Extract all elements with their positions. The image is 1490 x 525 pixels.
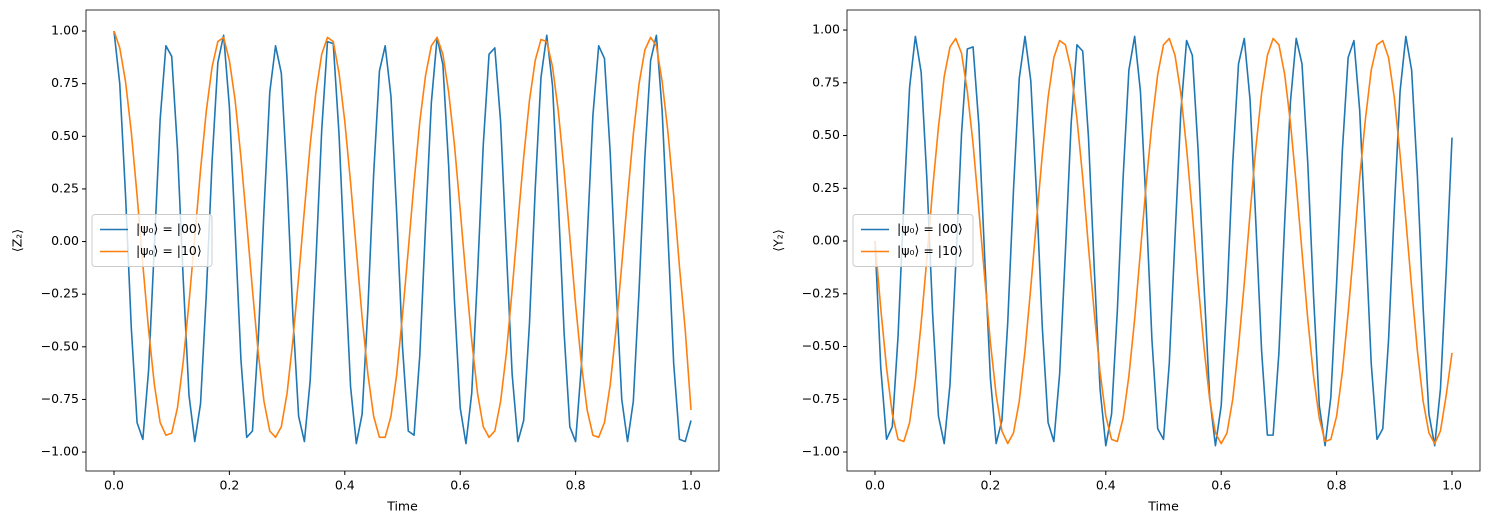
x-tick-label: 0.4 <box>1096 478 1116 493</box>
x-tick-label: 0.2 <box>219 478 239 493</box>
y-tick-label: 0.50 <box>812 127 840 142</box>
y-tick-label: 1.00 <box>812 22 840 37</box>
x-tick-label: 0.0 <box>865 478 885 493</box>
y-tick-label: −1.00 <box>41 444 79 459</box>
y-tick-label: 0.75 <box>51 75 79 90</box>
legend-label: |ψ₀⟩ = |00⟩ <box>136 221 202 236</box>
x-axis-label: Time <box>1147 499 1179 514</box>
x-tick-label: 0.6 <box>450 478 470 493</box>
y-tick-label: −0.25 <box>41 286 79 301</box>
series-line <box>113 30 692 439</box>
y-tick-label: −1.00 <box>802 444 840 459</box>
x-tick-label: 0.8 <box>566 478 586 493</box>
x-tick-label: 0.4 <box>335 478 355 493</box>
y-tick-label: 0.50 <box>51 128 79 143</box>
y-axis-label: ⟨Y₂⟩ <box>771 229 786 251</box>
x-tick-label: 0.6 <box>1211 478 1231 493</box>
y-tick-label: 0.00 <box>51 233 79 248</box>
x-tick-label: 1.0 <box>1442 478 1462 493</box>
y-tick-label: 0.25 <box>812 180 840 195</box>
series-line <box>113 30 692 445</box>
legend-box <box>852 214 974 267</box>
legend-label: |ψ₀⟩ = |10⟩ <box>136 243 202 258</box>
x-tick-label: 0.0 <box>104 478 124 493</box>
y-tick-label: −0.50 <box>41 338 79 353</box>
series-line <box>874 37 1453 445</box>
legend-label: |ψ₀⟩ = |10⟩ <box>897 243 963 258</box>
y-tick-label: 1.00 <box>51 23 79 38</box>
series-line <box>874 35 1453 447</box>
y-tick-label: −0.75 <box>802 391 840 406</box>
y-tick-label: −0.25 <box>802 285 840 300</box>
y-tick-label: −0.75 <box>41 391 79 406</box>
x-tick-label: 0.2 <box>980 478 1000 493</box>
y-axis-label: ⟨Z₂⟩ <box>10 229 25 252</box>
x-tick-label: 1.0 <box>681 478 701 493</box>
axes-frame <box>85 9 720 472</box>
x-axis-label: Time <box>386 499 418 514</box>
y-tick-label: 0.00 <box>812 233 840 248</box>
y-tick-label: 0.25 <box>51 180 79 195</box>
y-tick-label: −0.50 <box>802 338 840 353</box>
x-tick-label: 0.8 <box>1327 478 1347 493</box>
legend-label: |ψ₀⟩ = |00⟩ <box>897 221 963 236</box>
legend-box <box>91 214 213 267</box>
axes-frame <box>846 9 1481 472</box>
y-tick-label: 0.75 <box>812 74 840 89</box>
